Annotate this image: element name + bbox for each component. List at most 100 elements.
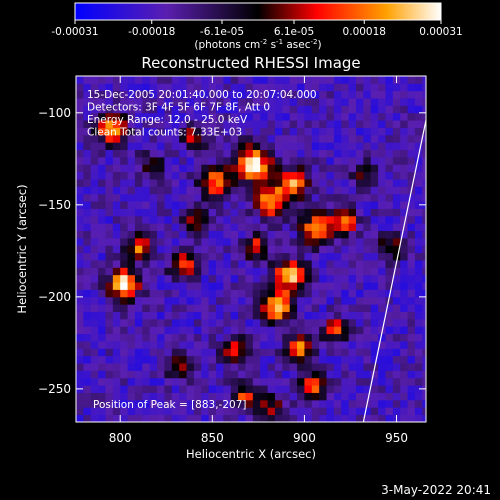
heatmap-cell [385,201,394,209]
heatmap-cell [363,193,372,202]
heatmap-cell [216,83,224,92]
heatmap-cell [311,127,320,136]
heatmap-cell [282,318,291,327]
heatmap-cell [186,414,195,423]
heatmap-cell [142,223,151,231]
heatmap-cell [414,326,423,335]
heatmap-cell [216,414,224,423]
heatmap-cell [120,341,128,349]
heatmap-cell [208,341,217,349]
heatmap-cell [238,134,246,143]
heatmap-cell [319,260,327,268]
heatmap-cell [83,304,92,312]
heatmap-cell [297,179,305,187]
heatmap-cell [341,282,350,290]
heatmap-cell [326,363,335,371]
heatmap-cell [105,414,114,423]
heatmap-cell [112,90,121,99]
heatmap-cell [356,120,364,128]
heatmap-cell [230,370,239,379]
heatmap-cell [319,245,327,254]
heatmap-cell [149,296,158,305]
heatmap-cell [422,90,427,99]
heatmap-cell [105,98,114,106]
heatmap-cell [297,105,305,114]
heatmap-cell [407,414,416,423]
heatmap-cell [348,237,357,246]
heatmap-cell [230,179,239,187]
heatmap-cell [400,341,408,349]
heatmap-cell [414,142,423,151]
heatmap-cell [149,193,158,202]
heatmap-cell [230,414,239,423]
heatmap-cell [216,215,224,224]
heatmap-cell [201,171,210,180]
heatmap-cell [422,318,427,327]
heatmap-cell [201,274,210,283]
heatmap-cell [341,289,350,298]
heatmap-cell [333,407,342,416]
heatmap-cell [363,348,372,357]
heatmap-cell [149,377,158,386]
heatmap-cell [149,156,158,165]
heatmap-cell [171,252,180,261]
heatmap-cell [157,377,165,386]
heatmap-cell [216,223,224,231]
heatmap-cell [134,407,143,416]
heatmap-cell [289,318,298,327]
heatmap-cell [112,149,121,158]
heatmap-cell [83,399,92,408]
heatmap-cell [90,90,99,99]
heatmap-cell [238,355,246,364]
heatmap-cell [407,171,416,180]
heatmap-cell [90,341,99,349]
heatmap-cell [356,289,364,298]
heatmap-cell [134,363,143,371]
heatmap-cell [193,267,202,276]
heatmap-cell [289,377,298,386]
heatmap-cell [83,112,92,121]
heatmap-cell [356,282,364,290]
heatmap-cell [252,156,261,165]
heatmap-cell [297,326,305,335]
heatmap-cell [157,282,165,290]
heatmap-cell [230,304,239,312]
heatmap-cell [311,105,320,114]
heatmap-cell [400,201,408,209]
heatmap-cell [422,171,427,180]
heatmap-cell [260,237,268,246]
heatmap-cell [311,142,320,151]
heatmap-cell [186,179,195,187]
heatmap-cell [208,385,217,393]
heatmap-cell [98,171,106,180]
heatmap-cell [385,90,394,99]
heatmap-cell [223,171,232,180]
heatmap-cell [149,274,158,283]
heatmap-cell [282,83,291,92]
heatmap-cell [179,377,187,386]
heatmap-cell [157,179,165,187]
heatmap-cell [422,326,427,335]
heatmap-cell [385,282,394,290]
heatmap-cell [186,134,195,143]
heatmap-cell [267,149,276,158]
heatmap-cell [98,201,106,209]
heatmap-cell [179,407,187,416]
heatmap-cell [127,355,136,364]
heatmap-cell [348,215,357,224]
heatmap-cell [267,156,276,165]
heatmap-cell [341,120,350,128]
heatmap-cell [297,112,305,121]
heatmap-cell [385,355,394,364]
heatmap-cell [385,223,394,231]
heatmap-cell [363,98,372,106]
heatmap-cell [134,223,143,231]
heatmap-cell [127,215,136,224]
heatmap-cell [245,76,254,84]
heatmap-cell [326,237,335,246]
heatmap-cell [385,304,394,312]
heatmap-cell [149,186,158,195]
heatmap-cell [179,282,187,290]
heatmap-cell [90,179,99,187]
heatmap-cell [370,399,379,408]
